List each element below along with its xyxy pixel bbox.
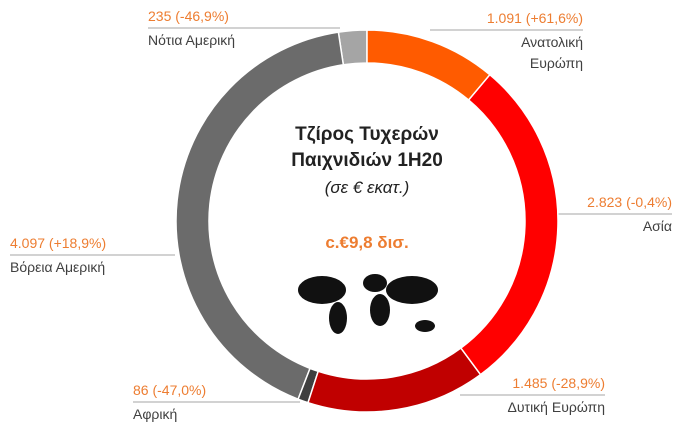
value-label: 2.823 (-0,4%)	[587, 194, 672, 210]
slice	[307, 347, 482, 413]
slice	[175, 31, 345, 401]
chart-subtitle: (σε € εκατ.)	[324, 178, 410, 197]
chart-title: Τζίρος Τυχερών Παιχνιδιών 1H20	[291, 124, 443, 171]
value-label: 86 (-47,0%)	[133, 382, 207, 398]
category-label: Νότια Αμερική	[148, 32, 236, 48]
category-label: Δυτική Ευρώπη	[507, 399, 605, 415]
value-label: 235 (-46,9%)	[148, 8, 229, 24]
category-label: Ανατολική Ευρώπη	[521, 34, 583, 71]
category-label: Βόρεια Αμερική	[10, 259, 106, 275]
world-map	[298, 274, 438, 334]
category-label: Αφρική	[133, 406, 178, 422]
slice	[366, 29, 491, 102]
value-label: 4.097 (+18,9%)	[10, 235, 107, 251]
slice	[459, 73, 559, 376]
value-label: 1.091 (+61,6%)	[486, 10, 583, 26]
category-label: Ασία	[642, 218, 672, 234]
center-annotation: c.€9,8 δισ.	[325, 233, 409, 252]
value-label: 1.485 (-28,9%)	[512, 375, 605, 391]
